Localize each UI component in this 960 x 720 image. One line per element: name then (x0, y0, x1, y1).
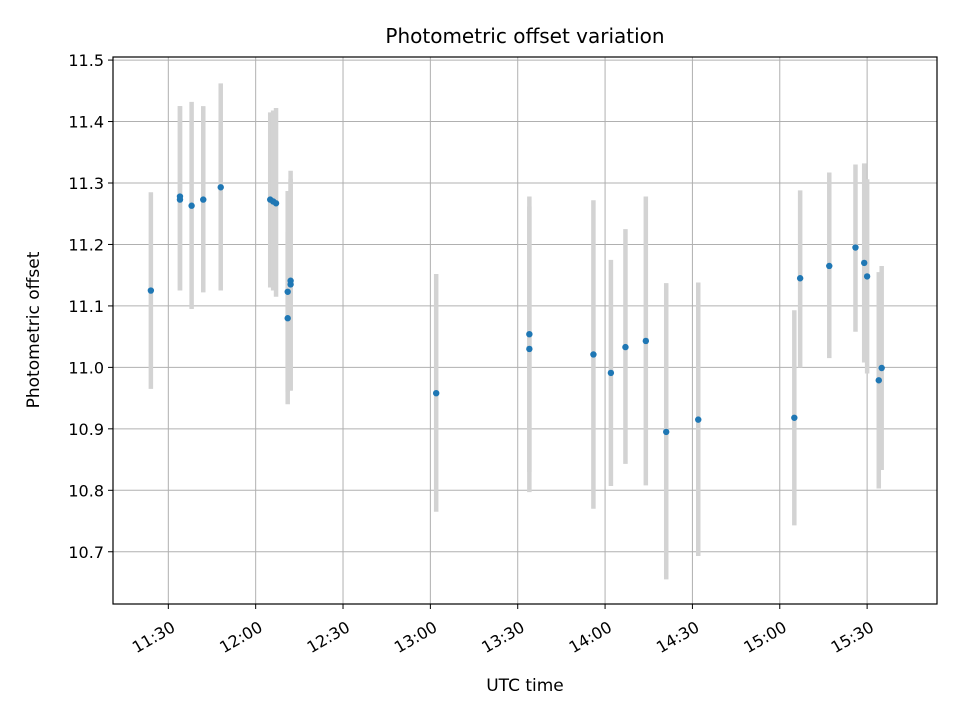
y-tick-label: 11.2 (68, 235, 104, 254)
data-point (432, 389, 440, 397)
y-tick-label: 10.8 (68, 481, 104, 500)
y-tick-label: 11.0 (68, 358, 104, 377)
plot-frame (112, 56, 938, 605)
data-point (147, 287, 155, 294)
data-point (863, 273, 871, 280)
data-point (590, 351, 597, 358)
data-point (852, 244, 859, 251)
data-point (287, 281, 294, 288)
y-tick-label: 11.1 (68, 297, 104, 316)
data-point (796, 275, 804, 282)
data-point (217, 184, 224, 191)
data-point (642, 337, 650, 345)
data-point (284, 288, 291, 295)
data-point (526, 330, 533, 338)
data-point (200, 196, 207, 203)
data-point (826, 262, 833, 270)
data-point (695, 416, 702, 423)
data-point (272, 200, 280, 207)
plot-area (113, 57, 937, 604)
chart-title: Photometric offset variation (385, 24, 664, 48)
grid-lines (113, 57, 937, 604)
data-point (875, 377, 882, 384)
data-point (791, 414, 798, 421)
data-point (284, 315, 291, 322)
data-point (622, 343, 629, 351)
y-tick-label: 10.7 (68, 543, 104, 562)
y-tick-label: 11.4 (68, 113, 104, 132)
data-point (663, 428, 670, 436)
data-point (526, 345, 533, 353)
y-tick-label: 10.9 (68, 420, 104, 439)
y-tick-label: 11.5 (68, 51, 104, 70)
data-points (147, 184, 885, 436)
data-point (176, 196, 184, 203)
x-axis-label: UTC time (486, 676, 564, 696)
data-point (188, 202, 195, 209)
data-point (878, 364, 885, 372)
y-axis-label: Photometric offset (24, 251, 44, 408)
y-tick-label: 11.3 (68, 174, 104, 193)
data-point (861, 259, 868, 267)
data-point (607, 369, 615, 377)
